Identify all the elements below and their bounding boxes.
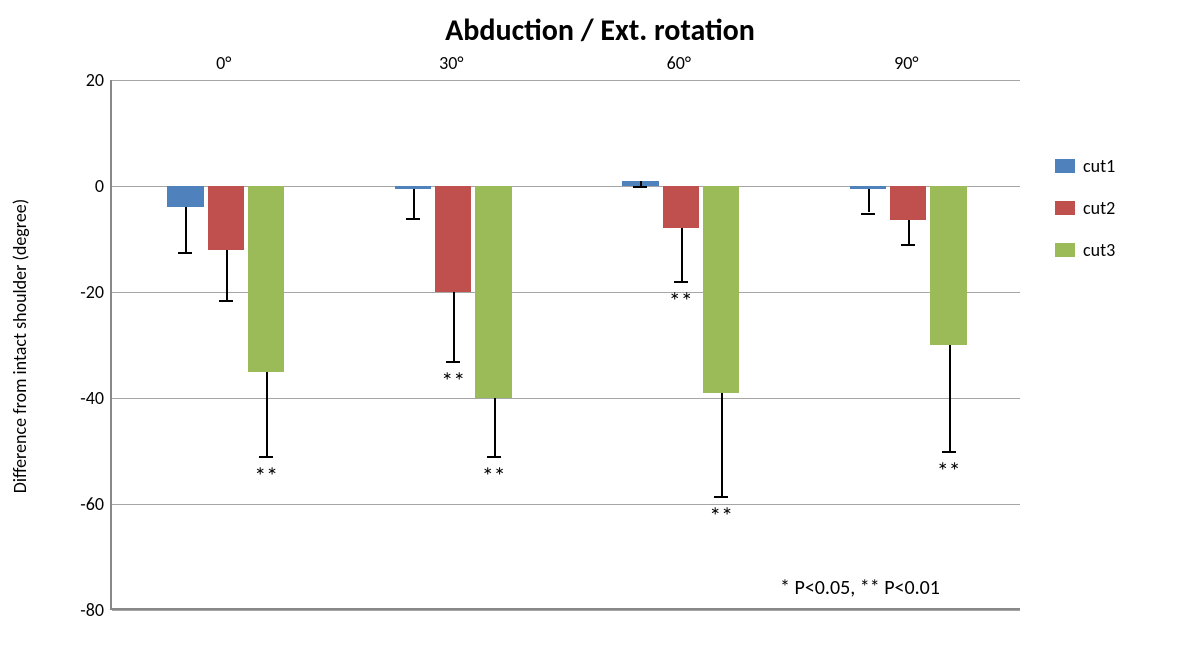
- legend-swatch: [1055, 201, 1075, 215]
- y-tick-label: -80: [80, 599, 112, 621]
- error-cap: [633, 186, 647, 188]
- significance-footnote: * P<0.05, ** P<0.01: [780, 576, 940, 600]
- y-tick-label: 20: [86, 69, 112, 91]
- error-bar: [266, 372, 268, 457]
- bar-cut1: [167, 186, 203, 207]
- y-tick-label: -40: [80, 387, 112, 409]
- error-bar: [949, 345, 951, 451]
- bar-cut3: [930, 186, 966, 345]
- error-bar: [721, 393, 723, 496]
- error-cap: [219, 300, 233, 302]
- plot-area: -80-60-40-20020************: [110, 80, 1020, 610]
- error-cap: [674, 281, 688, 283]
- legend-item-cut2: cut2: [1055, 197, 1115, 219]
- gridline: [112, 398, 1020, 399]
- error-cap: [406, 218, 420, 220]
- error-cap: [942, 451, 956, 453]
- group-label: 30°: [439, 52, 463, 74]
- legend-item-cut1: cut1: [1055, 155, 1115, 177]
- error-cap: [714, 496, 728, 498]
- y-tick-label: -20: [80, 281, 112, 303]
- significance-marker: **: [669, 287, 693, 316]
- error-cap: [861, 213, 875, 215]
- y-tick-label: 0: [95, 175, 112, 197]
- error-cap: [487, 456, 501, 458]
- chart-title: Abduction / Ext. rotation: [0, 12, 1200, 49]
- significance-marker: **: [254, 462, 278, 491]
- error-cap: [901, 244, 915, 246]
- significance-marker: **: [482, 462, 506, 491]
- gridline: [112, 80, 1020, 81]
- error-bar: [453, 292, 455, 361]
- bar-cut2: [208, 186, 244, 250]
- significance-marker: **: [937, 457, 961, 486]
- legend-label: cut1: [1083, 155, 1115, 177]
- legend-swatch: [1055, 159, 1075, 173]
- legend-label: cut2: [1083, 197, 1115, 219]
- bar-cut2: [435, 186, 471, 292]
- legend-label: cut3: [1083, 239, 1115, 261]
- error-bar: [413, 189, 415, 218]
- error-cap: [178, 252, 192, 254]
- group-label: 0°: [216, 52, 231, 74]
- legend: cut1 cut2 cut3: [1055, 155, 1115, 281]
- group-label: 90°: [894, 52, 918, 74]
- error-bar: [868, 189, 870, 213]
- gridline: [112, 610, 1020, 611]
- significance-marker: **: [709, 502, 733, 531]
- error-bar: [494, 398, 496, 456]
- error-bar: [681, 228, 683, 281]
- gridline: [112, 504, 1020, 505]
- error-bar: [226, 250, 228, 300]
- error-bar: [908, 220, 910, 244]
- bar-cut3: [703, 186, 739, 393]
- significance-marker: **: [441, 367, 465, 396]
- error-cap: [259, 456, 273, 458]
- bar-cut3: [475, 186, 511, 398]
- y-axis-label: Difference from intact shoulder (degree): [9, 146, 31, 546]
- error-cap: [446, 361, 460, 363]
- bar-cut2: [890, 186, 926, 220]
- legend-item-cut3: cut3: [1055, 239, 1115, 261]
- bar-cut3: [248, 186, 284, 372]
- y-tick-label: -60: [80, 493, 112, 515]
- legend-swatch: [1055, 243, 1075, 257]
- error-bar: [185, 207, 187, 252]
- group-label: 60°: [667, 52, 691, 74]
- bar-cut2: [663, 186, 699, 228]
